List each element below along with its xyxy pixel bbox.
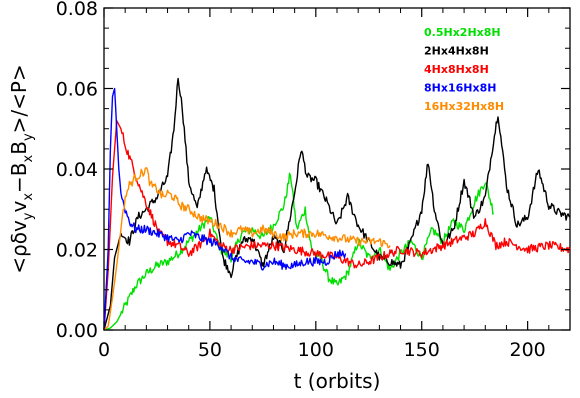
y-axis-title-part: y [21, 133, 36, 141]
series-layer [103, 77, 571, 331]
x-axis-title: t (orbits) [294, 369, 381, 393]
x-tick-label: 100 [298, 339, 334, 361]
x-tick-label: 150 [404, 339, 440, 361]
y-axis-title-part: B [7, 141, 31, 155]
legend: 0.5Hx2Hx8H 2Hx4Hx8H 4Hx8Hx8H 8Hx16Hx8H 16Hx3… [424, 26, 504, 113]
y-tick-label: 0.08 [56, 0, 98, 20]
y-axis-title-part: x [21, 154, 36, 162]
legend-entry: 8Hx16Hx8H [424, 82, 496, 95]
y-axis-title-part: v [7, 201, 31, 213]
legend-entry: 2Hx4Hx8H [424, 45, 489, 58]
y-tick-label: 0.04 [56, 159, 98, 181]
series-line-1 [103, 77, 571, 331]
y-axis-title-part: −B [7, 162, 31, 192]
legend-entry: 4Hx8Hx8H [424, 63, 489, 76]
legend-entry: 16Hx32Hx8H [424, 100, 504, 113]
legend-entry: 0.5Hx2Hx8H [424, 26, 501, 39]
labels-layer: 0 50 100 150 200 0.00 0.02 0.04 0.06 0.08 [56, 0, 546, 361]
ticks-layer [103, 7, 570, 331]
y-tick-label: 0.00 [56, 320, 98, 342]
x-tick-label: 200 [510, 339, 546, 361]
y-tick-label: 0.02 [56, 240, 98, 262]
y-axis-title-part: x [21, 193, 36, 201]
series-line-4 [103, 166, 391, 331]
series-line-2 [103, 119, 571, 331]
y-axis-title-part: y [21, 212, 36, 220]
x-tick-label: 50 [198, 339, 222, 361]
x-tick-label: 0 [98, 339, 110, 361]
y-tick-label: 0.06 [56, 79, 98, 101]
series-line-0 [103, 172, 495, 331]
y-axis-title-part: >/<P> [7, 64, 31, 133]
y-axis-title: <ρδvyvx−BxBy>/<P> [7, 64, 36, 273]
series-line-3 [103, 87, 347, 331]
y-axis-title-part: <ρδv [7, 220, 31, 274]
